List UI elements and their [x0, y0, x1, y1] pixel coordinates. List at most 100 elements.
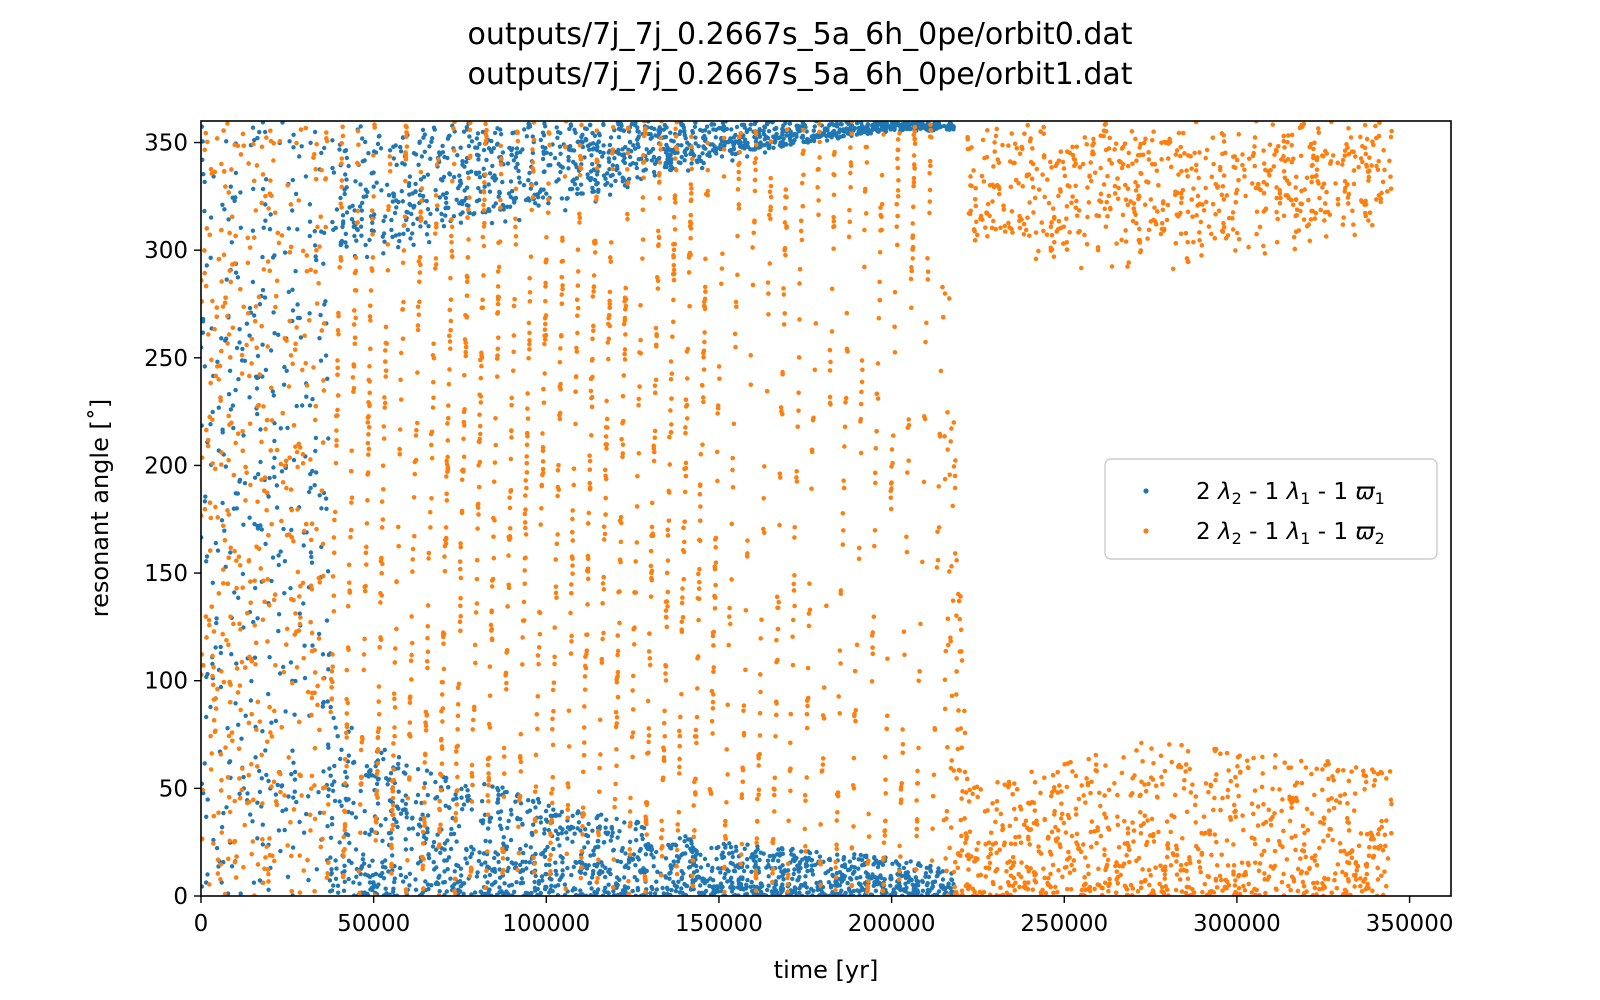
series-1-point: [201, 172, 206, 177]
series-1-point: [205, 872, 210, 877]
series-1-point: [636, 857, 641, 862]
series-1-point: [213, 540, 218, 546]
series-1-point: [426, 852, 431, 858]
series-1-point: [444, 775, 449, 781]
series-1-point: [239, 736, 244, 741]
series-1-point: [375, 801, 381, 806]
series-1-point: [351, 880, 356, 885]
series-1-point: [530, 798, 536, 804]
series-1-point: [589, 886, 594, 891]
series-1-point: [443, 803, 448, 808]
series-1-points: [201, 121, 956, 896]
series-1-point: [208, 215, 214, 220]
series-1-point: [228, 550, 233, 555]
series-1-point: [669, 138, 674, 143]
series-1-point: [255, 411, 260, 417]
series-1-point: [840, 134, 845, 139]
series-1-point: [458, 866, 464, 871]
series-1-point: [437, 889, 442, 894]
series-1-point: [587, 147, 592, 152]
series-1-point: [319, 150, 324, 156]
series-1-point: [446, 205, 451, 210]
series-1-point: [248, 698, 254, 703]
series-1-point: [483, 838, 488, 844]
series-1-point: [299, 144, 304, 149]
series-1-point: [328, 704, 333, 710]
series-1-point: [472, 211, 477, 216]
series-1-point: [362, 158, 367, 163]
series-1-point: [329, 871, 334, 876]
series-1-point: [835, 852, 840, 857]
series-1-point: [733, 152, 738, 157]
series-1-point: [509, 189, 515, 194]
series-1-point: [202, 208, 207, 214]
series-1-point: [460, 162, 465, 167]
series-1-point: [201, 330, 206, 335]
series-1-point: [873, 879, 879, 884]
series-1-point: [513, 195, 519, 201]
series-1-point: [364, 254, 370, 260]
series-1-point: [379, 188, 384, 193]
series-1-point: [856, 866, 861, 871]
series-1-point: [302, 643, 307, 648]
series-1-point: [514, 146, 520, 151]
series-1-point: [762, 137, 767, 142]
series-1-point: [539, 187, 544, 192]
series-1-point: [575, 186, 580, 191]
series-1-point: [474, 152, 480, 157]
series-1-point: [684, 843, 690, 849]
series-1-point: [441, 880, 446, 885]
series-1-point: [710, 142, 715, 147]
series-1-point: [401, 879, 406, 884]
series-1-point: [276, 562, 281, 568]
series-1-point: [360, 200, 365, 206]
series-1-point: [374, 781, 380, 787]
series-1-point: [375, 777, 381, 782]
series-1-point: [742, 125, 747, 130]
series-1-point: [325, 699, 330, 704]
series-1-point: [663, 874, 668, 879]
series-1-point: [204, 814, 209, 819]
series-1-point: [423, 879, 428, 884]
series-1-point: [484, 157, 489, 163]
series-1-point: [459, 795, 464, 800]
series-1-point: [641, 168, 646, 173]
series-1-point: [260, 342, 265, 347]
series-1-point: [635, 175, 640, 180]
series-1-point: [498, 809, 504, 814]
series-1-point: [247, 395, 252, 400]
series-1-point: [465, 788, 470, 793]
series-1-point: [444, 889, 449, 894]
series-1-point: [425, 792, 430, 798]
series-1-point: [424, 198, 429, 204]
series-1-point: [514, 880, 519, 885]
series-1-point: [220, 202, 225, 207]
series-1-point: [428, 771, 434, 776]
series-1-point: [757, 857, 762, 863]
series-1-point: [411, 221, 416, 227]
series-1-point: [367, 880, 373, 885]
series-1-point: [543, 884, 548, 889]
series-1-point: [323, 496, 329, 501]
series-1-point: [627, 839, 633, 844]
series-1-point: [409, 846, 414, 852]
series-1-point: [519, 876, 525, 881]
series-1-point: [227, 760, 232, 765]
series-1-point: [380, 234, 385, 239]
series-1-point: [624, 863, 629, 868]
series-1-point: [373, 871, 379, 877]
series-1-point: [692, 847, 698, 852]
series-1-point: [547, 862, 552, 868]
series-1-point: [540, 156, 546, 162]
series-1-point: [603, 865, 608, 871]
series-1-point: [407, 181, 412, 186]
series-1-point: [557, 843, 562, 848]
series-1-point: [569, 872, 574, 878]
series-1-point: [292, 769, 298, 775]
series-1-point: [502, 790, 507, 795]
series-1-point: [521, 850, 526, 856]
series-1-point: [773, 879, 778, 884]
series-1-point: [620, 147, 625, 152]
series-1-point: [546, 803, 551, 808]
series-1-point: [251, 186, 256, 192]
